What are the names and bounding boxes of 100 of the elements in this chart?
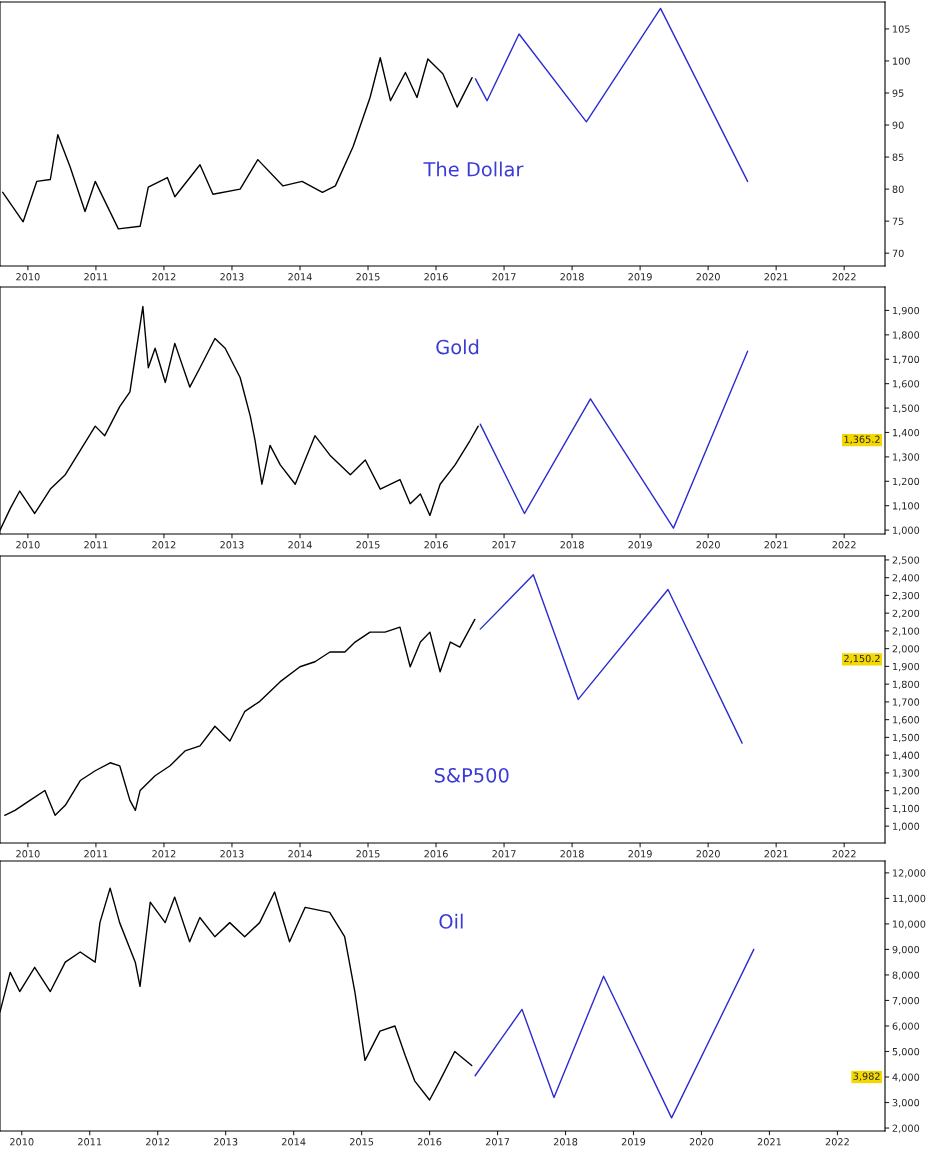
y-tick-label: 5,000 [892,1047,920,1057]
text: The Dollar [423,161,524,177]
y-tick-label: 1,300 [893,769,920,778]
y-tick-label: 1,800 [893,680,920,689]
x-tick-label: 2013 [214,1138,238,1146]
y-tick-label: 1,900 [893,662,920,672]
y-tick-label: 2,400 [892,574,920,583]
y-tick-label: 1,200 [893,787,920,796]
x-tick-label: 2014 [288,850,312,858]
y-tick-label: 1,400 [893,428,920,438]
x-tick-label: 2015 [356,541,380,549]
y-tick-label: 6,000 [892,1022,920,1031]
y-tick-label: 1,700 [893,355,920,365]
x-tick-label: 2017 [492,850,516,858]
x-tick-label: 2021 [764,273,788,281]
x-tick-label: 2019 [628,850,652,858]
y-tick-label: 10,000 [893,920,926,929]
x-tick-label: 2022 [832,541,856,549]
y-tick-label: 1,600 [893,716,920,725]
y-tick-label: 1,500 [893,733,920,743]
y-tick-label: 1,500 [893,404,920,413]
line-series [479,350,749,529]
y-tick-label: 1,800 [893,331,920,340]
y-tick-label: 80 [892,185,904,193]
x-tick-label: 2017 [492,541,516,549]
annotation: 1,365.2 [844,435,880,444]
x-tick-label: 2010 [16,541,40,549]
y-tick-label: 1,400 [893,751,920,760]
x-tick-label: 2013 [220,850,244,858]
line-series [474,948,755,1119]
y-tick-label: 100 [893,57,910,65]
x-tick-label: 2012 [146,1138,170,1146]
y-tick-label: 4,000 [892,1073,920,1082]
y-tick-label: 12,000 [893,869,926,878]
text: Gold [436,339,479,355]
y-tick-label: 1,900 [893,306,920,316]
y-tick-label: 2,200 [892,609,920,618]
y-tick-label: 8,000 [892,971,920,980]
y-tick-label: 11,000 [893,894,926,904]
x-tick-label: 2021 [764,541,788,549]
y-tick-label: 2,100 [892,627,920,636]
x-tick-label: 2010 [16,273,40,281]
annotation: 2,150.2 [844,654,880,664]
x-tick-label: 2020 [696,273,720,281]
x-tick-label: 2010 [10,1138,34,1146]
x-tick-label: 2021 [764,850,788,858]
x-tick-label: 2015 [356,273,380,281]
y-tick-label: 3,000 [892,1099,920,1108]
x-tick-label: 2020 [696,850,720,858]
x-tick-label: 2020 [696,541,720,549]
y-tick-label: 75 [892,217,904,225]
y-tick-label: 2,000 [892,645,920,654]
x-tick-label: 2012 [152,541,176,549]
y-tick-label: 1,700 [893,698,920,707]
x-tick-label: 2020 [689,1138,714,1146]
x-tick-label: 2018 [560,850,584,858]
y-tick-label: 1,300 [893,453,920,462]
x-tick-label: 2012 [152,273,176,281]
annotation: 3,982 [853,1072,880,1081]
x-tick-label: 2011 [78,1138,102,1146]
x-tick-label: 2016 [424,850,448,858]
y-tick-label: 95 [892,89,904,97]
y-tick-label: 7,000 [892,996,920,1006]
x-tick-label: 2017 [492,273,516,281]
x-tick-label: 2016 [424,273,448,281]
y-tick-label: 70 [892,249,904,258]
x-tick-label: 2021 [757,1138,781,1146]
x-tick-label: 2012 [152,850,176,858]
x-tick-label: 2011 [84,850,108,858]
x-tick-label: 2014 [281,1138,306,1146]
y-tick-label: 2,300 [892,591,920,601]
x-tick-label: 2013 [220,541,244,549]
y-tick-label: 1,000 [893,822,920,831]
x-tick-label: 2022 [832,850,856,858]
x-tick-label: 2011 [84,273,108,281]
x-tick-label: 2013 [220,273,244,281]
line-series [479,574,743,744]
y-tick-label: 9,000 [892,945,920,955]
x-tick-label: 2018 [560,541,584,549]
x-tick-label: 2011 [84,541,108,549]
x-tick-label: 2014 [288,273,312,281]
y-tick-label: 1,100 [893,804,920,814]
y-tick-label: 90 [892,121,904,129]
y-tick-label: 1,600 [893,380,920,389]
y-tick-label: 85 [892,153,904,161]
y-tick-label: 1,200 [893,477,920,487]
y-tick-label: 105 [893,25,910,33]
y-tick-label: 2,000 [892,1124,920,1133]
x-tick-label: 2016 [424,541,448,549]
x-tick-label: 2022 [832,273,856,281]
text: Oil [439,913,463,929]
x-tick-label: 2019 [628,541,652,549]
y-tick-label: 1,000 [893,526,920,535]
x-tick-label: 2014 [288,541,312,549]
x-tick-label: 2018 [553,1138,578,1146]
text: S&P500 [434,767,509,783]
x-tick-label: 2019 [621,1138,646,1146]
x-tick-label: 2015 [356,850,380,858]
x-tick-label: 2022 [825,1138,849,1146]
y-tick-label: 1,100 [893,502,920,511]
